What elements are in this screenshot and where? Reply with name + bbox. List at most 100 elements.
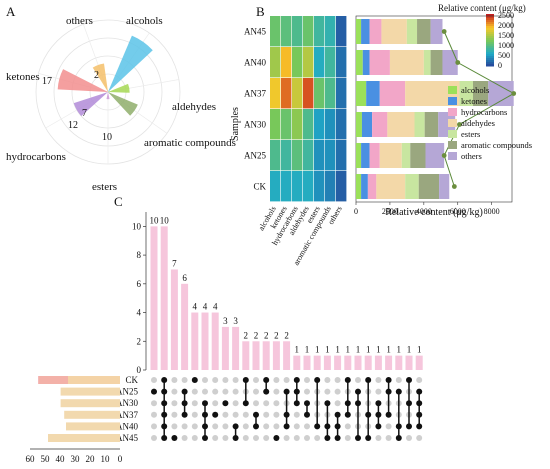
upset-dot-inactive <box>232 411 239 418</box>
upset-bar <box>293 355 301 370</box>
upset-dot-inactive <box>191 400 198 407</box>
colorbar-segment <box>486 24 494 27</box>
heatmap-cell <box>270 78 281 109</box>
stack-segment <box>418 174 440 199</box>
upset-bar <box>170 269 178 370</box>
upset-dot-inactive <box>181 435 188 441</box>
upset-dot-inactive <box>334 388 341 395</box>
upset-dot-inactive <box>202 388 208 395</box>
upset-bar <box>395 355 403 370</box>
upset-size-tick-label: 40 <box>56 454 66 464</box>
upset-dot-inactive <box>232 377 239 383</box>
upset-set-label: AN30 <box>116 398 138 408</box>
upset-dot-inactive <box>151 423 157 430</box>
upset-set-size-bar <box>39 376 120 384</box>
upset-dot-inactive <box>324 388 331 395</box>
upset-dot-inactive <box>181 423 188 430</box>
stack-segment <box>366 81 380 106</box>
upset-bar <box>272 341 280 370</box>
upset-dot-inactive <box>375 435 382 441</box>
stack-segment <box>459 81 473 106</box>
stack-segment <box>361 174 368 199</box>
radar-category-label: alcohols <box>126 15 163 27</box>
stack-segment <box>430 19 443 44</box>
colorbar-segment <box>486 40 494 43</box>
colorbar-segment <box>486 22 494 25</box>
radar-category-label: ketones <box>6 71 40 83</box>
upset-bar <box>374 355 382 370</box>
upset-bar <box>242 341 250 370</box>
upset-dot-inactive <box>222 435 229 441</box>
upset-ytick-label: 10 <box>132 221 142 231</box>
upset-size-tick-label: 10 <box>101 454 111 464</box>
radar-category-label: hydrocarbons <box>6 151 66 163</box>
heatmap-ylabel: Samples <box>230 107 241 141</box>
upset-dot-inactive <box>283 435 290 441</box>
upset-dot-inactive <box>222 411 229 418</box>
heatmap-cell <box>303 78 314 109</box>
upset-dot-inactive <box>191 423 198 430</box>
upset-dot-inactive <box>151 435 157 441</box>
upset-dot-inactive <box>212 400 219 407</box>
stack-segment <box>401 143 411 168</box>
upset-dot-inactive <box>263 435 270 441</box>
upset-size-tick-label: 0 <box>118 454 123 464</box>
upset-ytick-label: 2 <box>137 336 142 346</box>
upset-dot-inactive <box>416 377 423 383</box>
heatmap-cell <box>270 140 281 171</box>
stack-segment <box>473 81 489 106</box>
upset-dot-inactive <box>202 377 208 383</box>
upset-bar-label: 2 <box>284 330 289 340</box>
upset-bar-label: 1 <box>356 345 361 355</box>
stack-xtick-label: 6000 <box>450 207 466 216</box>
heatmap-row-label: AN30 <box>244 120 266 130</box>
stack-segment <box>410 143 426 168</box>
stack-total-point <box>455 60 461 65</box>
upset-bar <box>191 312 199 370</box>
legend-label: ketones <box>461 96 487 106</box>
upset-bar-label: 2 <box>274 330 279 340</box>
heatmap-cell <box>292 109 303 140</box>
heatmap-cell <box>281 171 292 202</box>
upset-dot-inactive <box>355 377 361 383</box>
upset-bar-label: 10 <box>160 215 170 225</box>
radar-chart: 2 7 12 17 10 alcohols aldehydes aromatic compou… <box>6 15 236 193</box>
colorbar-segment <box>486 46 494 49</box>
radar-category-label: esters <box>92 181 117 193</box>
legend-swatch <box>448 86 457 94</box>
stack-xtick-label: 0 <box>354 207 358 216</box>
upset-dot-inactive <box>273 400 280 407</box>
colorbar-segment <box>486 42 494 45</box>
heatmap-cell <box>281 140 292 171</box>
stack-segment <box>356 112 362 137</box>
upset-dot-inactive <box>314 435 321 441</box>
upset-bar-label: 2 <box>244 330 249 340</box>
colorbar-segment <box>486 16 494 19</box>
upset-ytick-label: 6 <box>137 279 142 289</box>
legend-swatch <box>448 119 457 127</box>
heatmap-row-label: AN40 <box>244 58 266 68</box>
upset-dot-inactive <box>344 435 351 441</box>
colorbar-title: Relative content (μg/kg) <box>438 3 526 13</box>
stack-xtick-label: 2000 <box>382 207 398 216</box>
radar-ring-label: 12 <box>68 120 78 131</box>
legend-swatch <box>448 152 457 160</box>
stack-segment <box>369 19 382 44</box>
upset-bar <box>232 326 240 370</box>
heatmap-cell <box>336 109 347 140</box>
upset-bar-label: 1 <box>366 345 371 355</box>
colorbar-segment <box>486 54 494 57</box>
upset-dot-inactive <box>293 423 300 430</box>
legend-label: hydrocarbons <box>461 107 507 117</box>
upset-bar <box>201 312 209 370</box>
stack-total-point <box>451 184 457 189</box>
upset-dot-inactive <box>232 400 239 407</box>
upset-set-size-bar <box>66 422 120 431</box>
colorbar-segment <box>486 18 494 21</box>
heatmap-cell <box>270 109 281 140</box>
upset-bar-label: 1 <box>417 345 422 355</box>
upset-bar <box>344 355 352 370</box>
colorbar-segment <box>486 26 494 29</box>
colorbar-segment <box>486 60 494 63</box>
